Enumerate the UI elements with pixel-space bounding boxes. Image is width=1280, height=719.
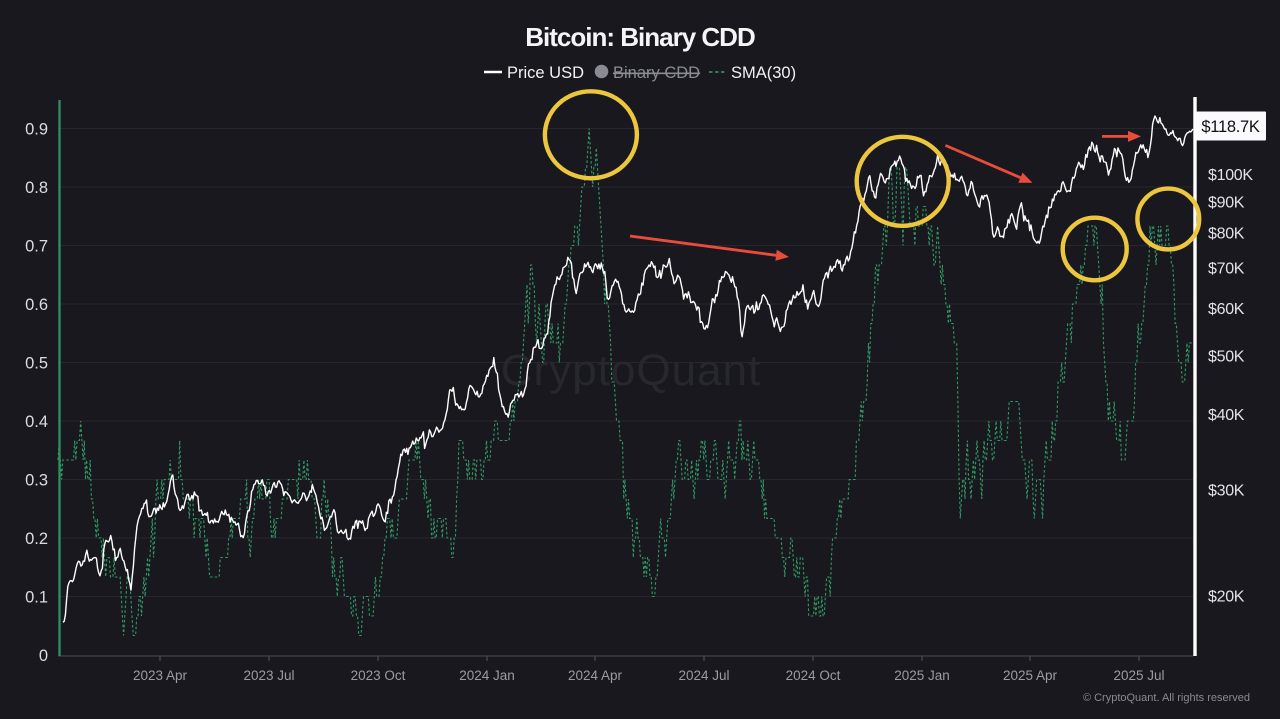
svg-text:2023 Oct: 2023 Oct (351, 668, 406, 683)
svg-text:2025 Apr: 2025 Apr (1003, 668, 1058, 683)
svg-text:$100K: $100K (1208, 167, 1253, 184)
svg-text:2024 Oct: 2024 Oct (786, 668, 841, 683)
svg-text:2024 Jan: 2024 Jan (459, 668, 515, 683)
svg-text:2023 Jul: 2023 Jul (243, 668, 294, 683)
svg-text:0.8: 0.8 (25, 179, 48, 197)
svg-text:Bitcoin: Binary CDD: Bitcoin: Binary CDD (525, 22, 755, 52)
svg-text:Price USD: Price USD (507, 64, 584, 82)
svg-text:$30K: $30K (1208, 483, 1245, 500)
svg-text:© CryptoQuant. All rights rese: © CryptoQuant. All rights reserved (1083, 692, 1250, 704)
svg-text:0.9: 0.9 (25, 121, 48, 139)
svg-text:$40K: $40K (1208, 407, 1245, 424)
svg-text:SMA(30): SMA(30) (731, 64, 796, 82)
svg-text:2023 Apr: 2023 Apr (133, 668, 188, 683)
svg-text:0.7: 0.7 (25, 238, 48, 256)
svg-text:0.3: 0.3 (25, 472, 48, 490)
svg-text:$118.7K: $118.7K (1201, 118, 1259, 136)
svg-text:2024 Apr: 2024 Apr (568, 668, 623, 683)
svg-text:$50K: $50K (1208, 349, 1245, 366)
svg-text:0.2: 0.2 (25, 530, 48, 548)
svg-text:$60K: $60K (1208, 301, 1245, 318)
svg-text:CryptoQuant: CryptoQuant (501, 346, 761, 395)
svg-text:0.4: 0.4 (25, 413, 48, 431)
svg-text:0.1: 0.1 (25, 589, 48, 607)
svg-text:$90K: $90K (1208, 195, 1245, 212)
svg-text:2025 Jul: 2025 Jul (1113, 668, 1164, 683)
svg-text:2025 Jan: 2025 Jan (894, 668, 950, 683)
svg-text:$20K: $20K (1208, 589, 1245, 606)
svg-text:0: 0 (39, 647, 48, 665)
svg-text:2024 Jul: 2024 Jul (678, 668, 729, 683)
svg-text:$70K: $70K (1208, 261, 1245, 278)
svg-text:Binary CDD: Binary CDD (613, 64, 700, 82)
svg-text:$80K: $80K (1208, 226, 1245, 243)
svg-text:0.6: 0.6 (25, 296, 48, 314)
svg-text:0.5: 0.5 (25, 355, 48, 373)
